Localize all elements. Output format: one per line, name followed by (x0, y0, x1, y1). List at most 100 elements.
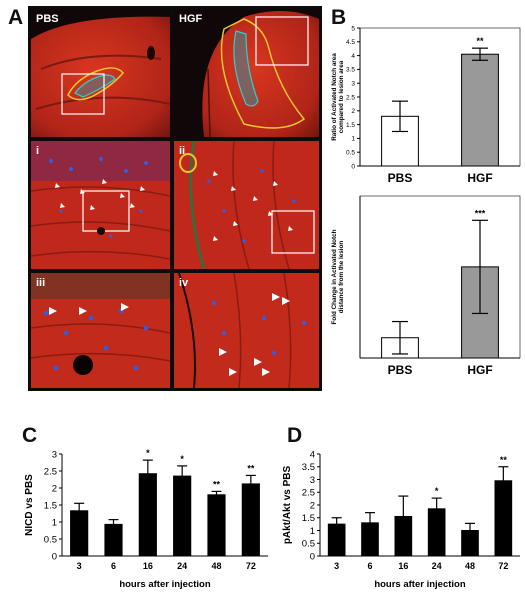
significance-label: ** (476, 36, 484, 46)
y-tick-label: 0.5 (302, 539, 315, 550)
chart-b-bottom: PBS *** HGF Fold Change in Activated Notchd… (331, 195, 521, 377)
category-label: 3 (77, 561, 82, 571)
category-label: HGF (467, 363, 492, 377)
bar (494, 480, 513, 557)
bar (173, 475, 192, 557)
inset-iii-image (31, 273, 170, 388)
y-axis-label-line: pAkt/Akt vs PBS (282, 465, 293, 544)
y-tick-label: 0 (52, 551, 57, 562)
y-axis-label-line: distance from the lesion (338, 241, 345, 314)
category-label: 16 (143, 561, 153, 571)
significance-label: * (180, 454, 184, 464)
inset-label-iv: iv (179, 277, 189, 289)
category-label: 24 (177, 561, 187, 571)
inset-label-i: i (36, 145, 40, 157)
y-tick-label: 4.5 (346, 39, 355, 46)
y-tick-label: 0.5 (44, 534, 57, 545)
y-axis-label: Fold Change in Activated Notchdistance f… (331, 229, 345, 324)
category-label: PBS (388, 171, 413, 185)
y-tick-label: 3 (351, 80, 355, 87)
chart-c: 0 0.5 1 1.5 2 2.5 3 3 6 * 16 * 24 ** 48 ** 72 NICD vs PBS… (24, 448, 268, 590)
y-tick-label: 5 (351, 25, 355, 32)
x-axis-label: hours after injection (374, 579, 466, 590)
bar (361, 522, 379, 557)
category-label: 48 (211, 561, 221, 571)
y-tick-label: 2.5 (302, 488, 315, 499)
inset-iv-image (174, 273, 319, 388)
y-tick-label: 0.5 (346, 149, 355, 156)
y-tick-label: 2 (351, 108, 355, 115)
significance-label: *** (475, 208, 486, 218)
y-tick-label: 1.5 (44, 500, 57, 511)
category-label: HGF (467, 171, 492, 185)
inset-label-iii: iii (36, 277, 46, 289)
y-tick-label: 2.5 (346, 94, 355, 101)
y-tick-label: 3 (52, 449, 57, 460)
x-axis-label: hours after injection (119, 579, 211, 590)
inset-ii-image (174, 141, 319, 269)
bar (104, 523, 123, 557)
y-tick-label: 2 (310, 500, 315, 511)
y-tick-label: 2.5 (44, 466, 57, 477)
significance-label: * (146, 448, 150, 458)
significance-label: ** (500, 455, 508, 465)
significance-label: * (435, 486, 439, 496)
y-tick-label: 2 (52, 483, 57, 494)
pbs-label: PBS (36, 13, 59, 25)
micrograph-inset-iii: iii (31, 273, 170, 388)
pbs-tissue-image (31, 9, 170, 137)
category-label: 72 (498, 561, 508, 571)
bar (207, 494, 226, 557)
y-axis-label-line: Fold Change in Activated Notch (331, 229, 338, 324)
y-tick-label: 4 (351, 53, 355, 60)
panel-label-a: A (8, 6, 24, 29)
y-tick-label: 4 (310, 449, 315, 460)
chart-d: 00.5 1 1.5 22.5 3 3.5 4 3 6 16 * 24 48 ** 72 pAkt/Akt v… (282, 449, 520, 590)
bar (138, 473, 157, 557)
chart-b-top: 0 0.5 1 1.5 2 2.5 3 3.5 4 4.5 5 PBS ** HGF Ratio of Ac… (331, 25, 521, 185)
y-tick-label: 3.5 (302, 462, 315, 473)
y-axis-label: NICD vs PBS (24, 474, 35, 536)
category-label: 48 (465, 561, 475, 571)
micrograph-grid: PBS HGF (28, 6, 322, 391)
inset-i-image (31, 141, 170, 269)
micrograph-inset-ii: ii (174, 141, 319, 269)
bar (461, 530, 479, 557)
category-label: 72 (246, 561, 256, 571)
y-tick-label: 3 (310, 475, 315, 486)
bar (461, 53, 499, 167)
y-tick-label: 1.5 (302, 513, 315, 524)
y-axis-label-line: Ratio of Activated Notch area (331, 53, 338, 141)
bar (241, 483, 260, 557)
y-axis-label-line: compared to lesion area (338, 60, 345, 133)
panel-label-c: C (22, 424, 38, 447)
category-label: PBS (388, 363, 413, 377)
category-label: 6 (367, 561, 372, 571)
hgf-tissue-image (174, 9, 319, 137)
y-tick-label: 3.5 (346, 67, 355, 74)
y-tick-label: 1 (310, 526, 315, 537)
bar (70, 510, 89, 557)
hgf-label: HGF (179, 13, 203, 25)
category-label: 6 (111, 561, 116, 571)
micrograph-pbs-overview: PBS (31, 9, 170, 137)
inset-label-ii: ii (179, 145, 186, 157)
bar (327, 523, 346, 557)
bar (427, 508, 446, 557)
panel-label-d: D (287, 424, 303, 447)
y-axis-label-line: NICD vs PBS (24, 474, 35, 536)
y-axis-label: Ratio of Activated Notch areacompared to… (331, 53, 345, 141)
panel-label-b: B (331, 6, 347, 29)
y-tick-label: 1 (351, 136, 355, 143)
y-axis-label: pAkt/Akt vs PBS (282, 465, 293, 544)
significance-label: ** (213, 479, 221, 489)
category-label: 16 (398, 561, 408, 571)
significance-label: ** (247, 463, 255, 473)
micrograph-inset-iv: iv (174, 273, 319, 388)
y-tick-label: 0 (351, 163, 355, 170)
y-tick-label: 1 (52, 517, 57, 528)
y-tick-label: 1.5 (346, 122, 355, 129)
y-tick-label: 0 (310, 551, 315, 562)
category-label: 24 (432, 561, 442, 571)
category-label: 3 (334, 561, 339, 571)
